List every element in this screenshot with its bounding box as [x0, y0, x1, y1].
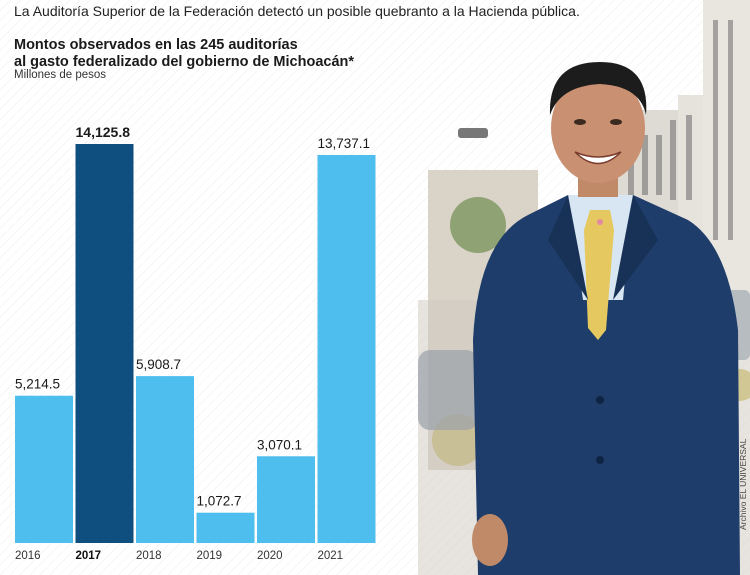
- value-label-2020: 3,070.1: [257, 437, 302, 452]
- chart-title-line-1: Montos observados en las 245 auditorías: [14, 37, 298, 53]
- x-tick-2019: 2019: [197, 550, 223, 562]
- lede-text: La Auditoría Superior de la Federación d…: [14, 3, 580, 19]
- x-tick-2020: 2020: [257, 550, 283, 562]
- value-labels-layer: 5,214.5 14,125.8 5,908.7 1,072.7 3,070.1 13,7…: [15, 124, 370, 509]
- bar-2016: [15, 395, 73, 543]
- value-label-2016: 5,214.5: [15, 377, 60, 392]
- chart-title: Montos observados en las 245 auditorías …: [14, 37, 354, 71]
- face: [551, 73, 645, 183]
- bar-2017: [75, 144, 134, 543]
- tree: [450, 197, 506, 253]
- value-label-2017: 14,125.8: [76, 124, 131, 140]
- hand: [472, 514, 508, 566]
- x-axis-labels: 2016 2017 2018 2019 2020 2021: [15, 550, 343, 562]
- value-label-2021: 13,737.1: [318, 136, 371, 151]
- x-tick-2021: 2021: [318, 550, 344, 562]
- bar-2021: [317, 154, 376, 543]
- photo-credit: Archivo EL UNIVERSAL: [738, 438, 748, 530]
- bar-2018: [136, 376, 194, 543]
- ribbon-pin: [597, 219, 603, 225]
- x-tick-2016: 2016: [15, 550, 41, 562]
- x-tick-2017: 2017: [76, 550, 102, 562]
- portrait-photo: [418, 0, 750, 575]
- chart-title-line-2: al gasto federalizado del gobierno de Mi…: [14, 54, 355, 70]
- bars-layer: [15, 144, 376, 543]
- portrait-illustration: [418, 0, 750, 575]
- bar-2020: [257, 456, 315, 543]
- tie: [584, 210, 614, 340]
- suit: [473, 195, 740, 575]
- hair: [549, 62, 647, 115]
- chart-unit-label: Millones de pesos: [14, 69, 107, 81]
- bar-2019: [196, 512, 255, 543]
- value-label-2019: 1,072.7: [197, 494, 242, 509]
- value-label-2018: 5,908.7: [136, 357, 181, 372]
- parked-scooter: [418, 350, 478, 430]
- x-tick-2018: 2018: [136, 550, 162, 562]
